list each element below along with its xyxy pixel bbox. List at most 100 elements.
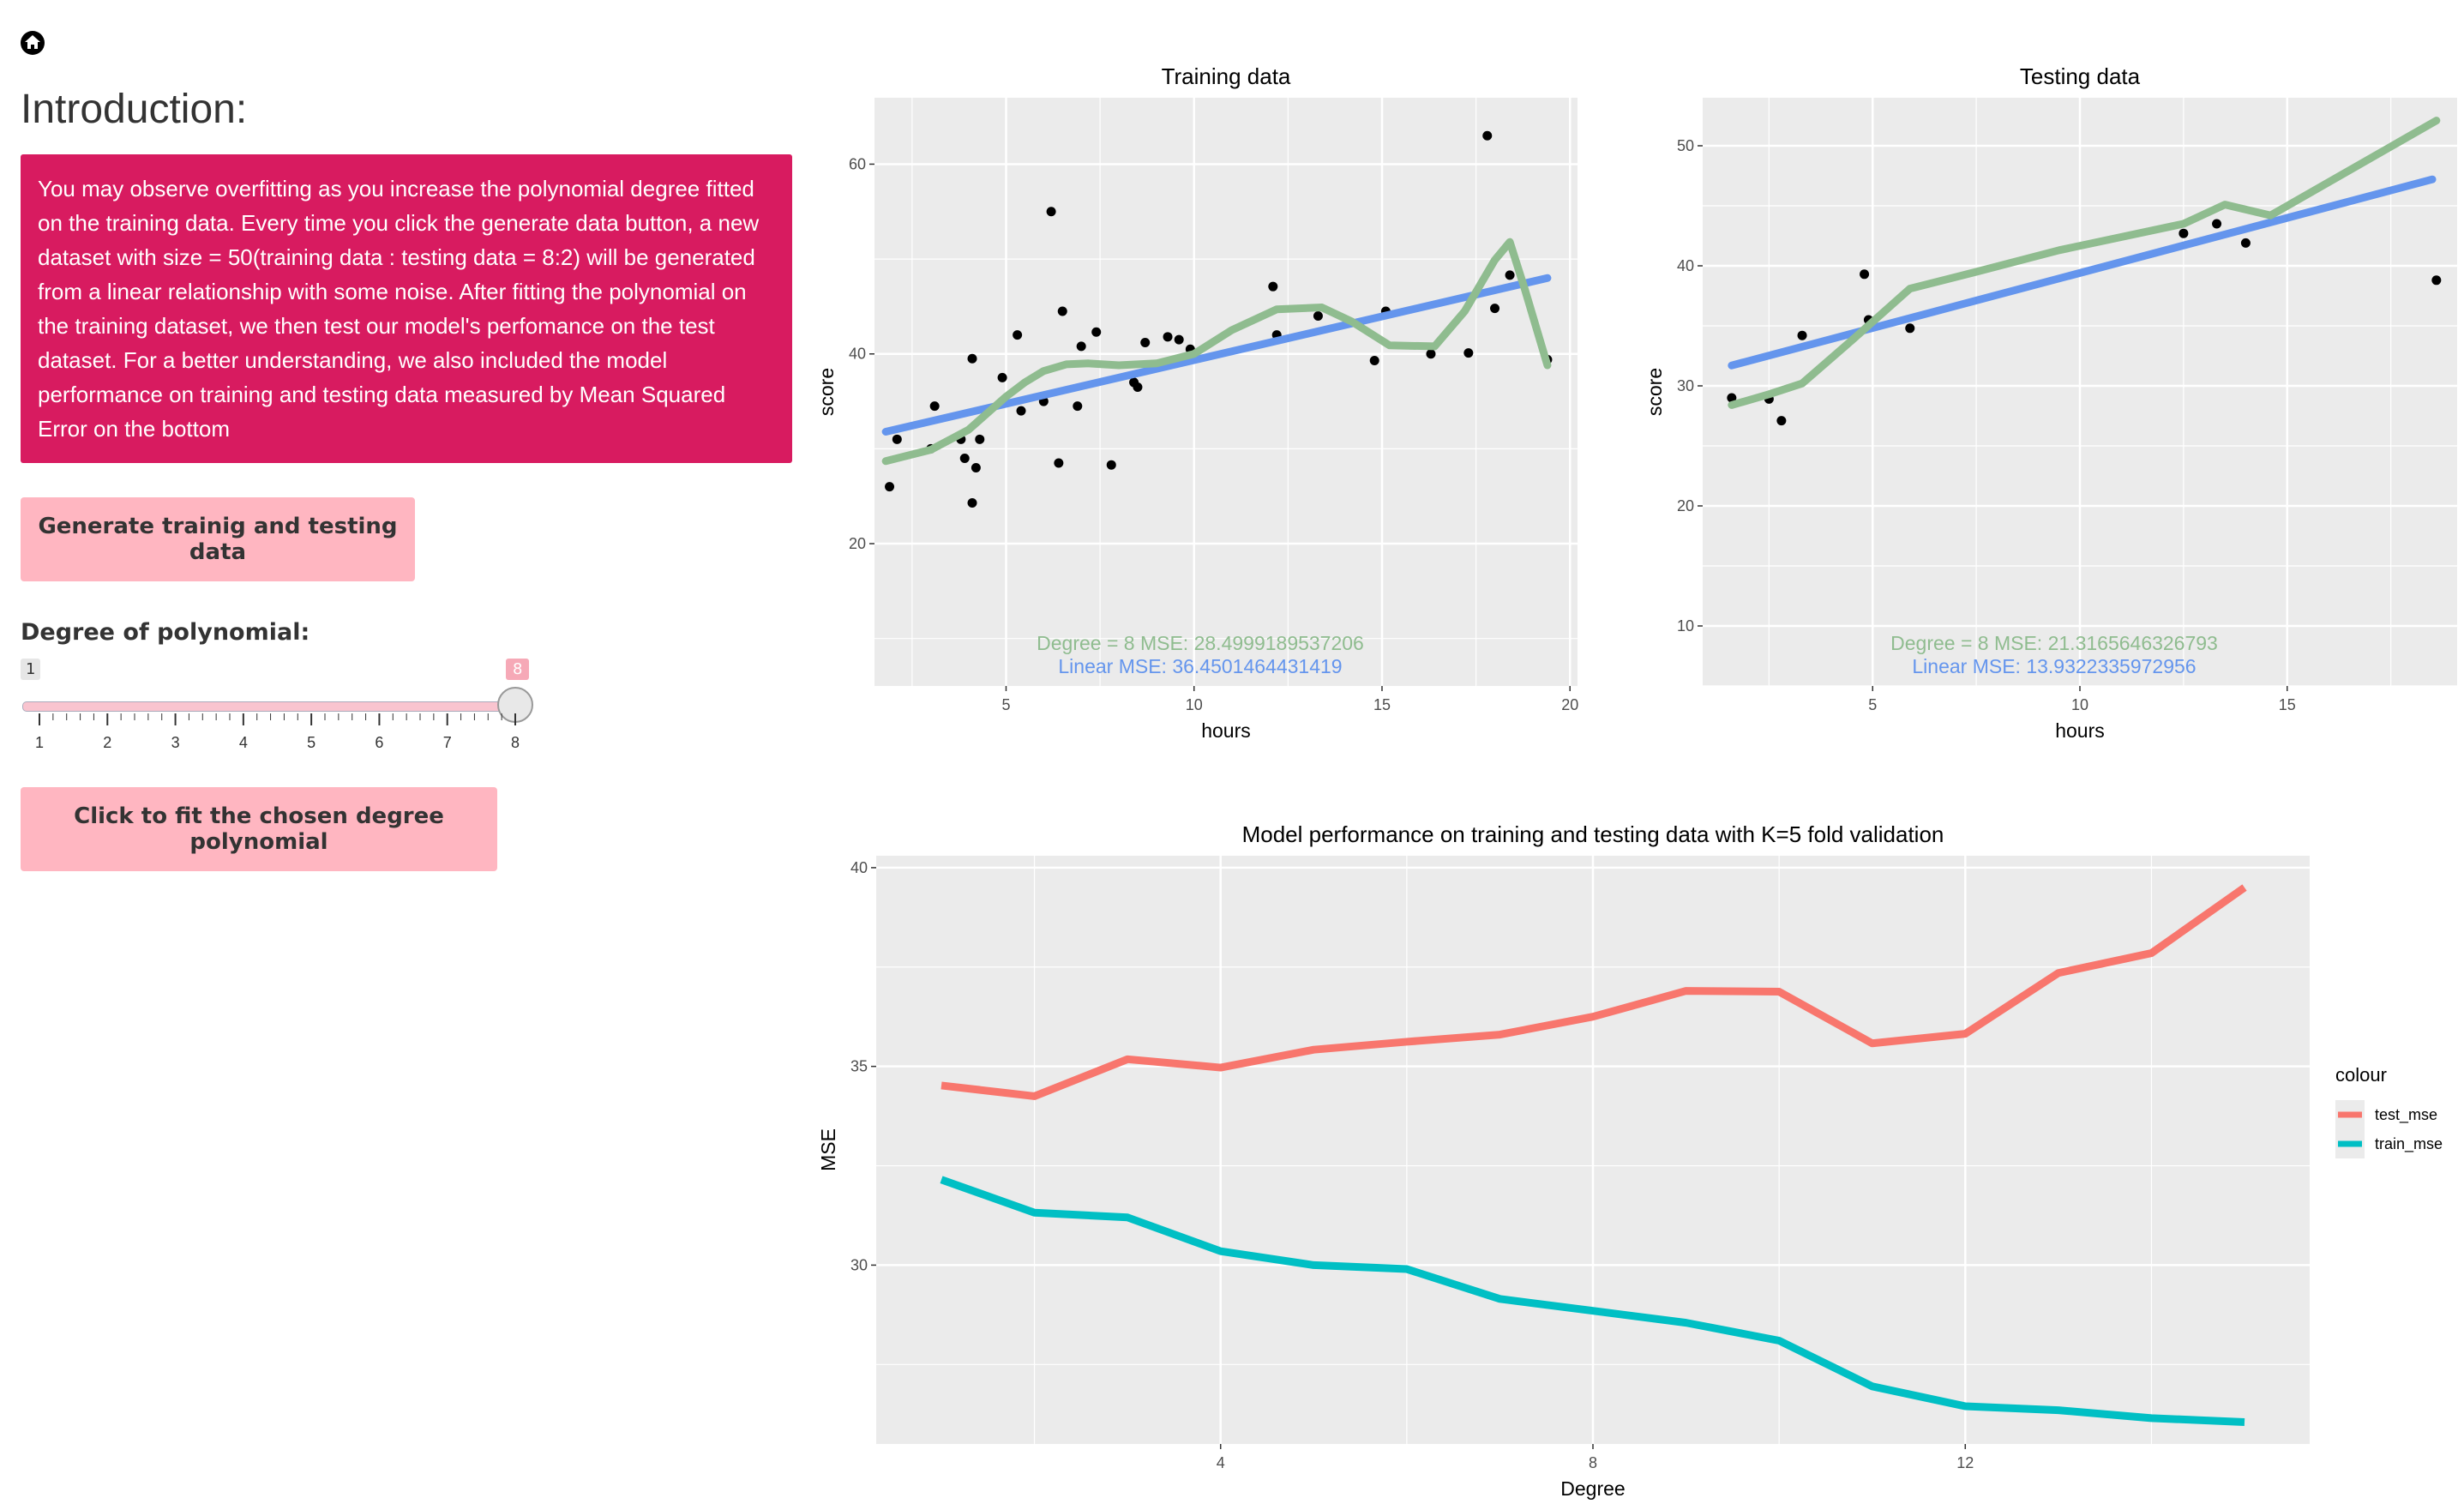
series-line-degree-8	[1728, 117, 2441, 409]
data-point	[1776, 416, 1787, 426]
data-point	[885, 482, 895, 492]
generate-data-button[interactable]: Generate trainig and testing data	[21, 497, 415, 581]
data-point	[1140, 337, 1151, 347]
slider-tick-label: 6	[375, 734, 383, 751]
x-axis-label: hours	[1201, 719, 1251, 742]
slider-tick-label: 5	[307, 734, 316, 751]
data-point	[1057, 306, 1067, 316]
x-tick-label: 20	[1561, 696, 1578, 713]
data-point	[1016, 406, 1026, 416]
data-point	[2179, 228, 2189, 238]
slider-tick-label: 7	[443, 734, 452, 751]
poly-mse-annotation: Degree = 8 MSE: 28.4999189537206	[1037, 632, 1364, 654]
chart-title: Model performance on training and testin…	[1242, 821, 1944, 847]
x-tick-label: 4	[1217, 1454, 1225, 1471]
home-icon[interactable]	[19, 29, 46, 57]
legend-title: colour	[2335, 1064, 2387, 1086]
data-point	[892, 434, 902, 444]
slider-tick-label: 3	[171, 734, 180, 751]
fit-polynomial-button[interactable]: Click to fit the chosen degree polynomia…	[21, 787, 497, 871]
intro-description: You may observe overfitting as you incre…	[21, 154, 792, 463]
series-line-train_mse	[940, 1176, 2245, 1427]
data-point	[1860, 269, 1870, 280]
page-title: Introduction:	[21, 87, 248, 132]
x-axis-label: Degree	[1560, 1477, 1625, 1500]
data-point	[967, 497, 977, 508]
y-axis-label: score	[815, 368, 838, 416]
data-point	[1268, 281, 1278, 292]
legend-label-train_mse: train_mse	[2375, 1135, 2443, 1153]
data-point	[2212, 219, 2222, 229]
slider-tick-label: 4	[239, 734, 248, 751]
plot-area	[940, 884, 2247, 1427]
x-tick-label: 10	[2071, 696, 2088, 713]
data-point	[1163, 332, 1173, 342]
data-point	[1313, 310, 1323, 321]
degree-slider-track[interactable]	[22, 701, 521, 712]
data-point	[1013, 330, 1023, 340]
y-tick-label: 30	[1677, 377, 1694, 394]
slider-tick-label: 2	[103, 734, 111, 751]
data-point	[1490, 304, 1500, 314]
data-point	[997, 372, 1007, 382]
y-tick-label: 40	[1677, 257, 1694, 274]
y-tick-label: 60	[849, 155, 866, 172]
data-point	[1133, 382, 1143, 392]
linear-mse-annotation: Linear MSE: 36.4501464431419	[1058, 655, 1342, 677]
poly-mse-annotation: Degree = 8 MSE: 21.3165646326793	[1890, 632, 2218, 654]
y-tick-label: 20	[849, 535, 866, 552]
data-point	[1505, 270, 1515, 280]
x-tick-label: 15	[1373, 696, 1391, 713]
y-tick-label: 20	[1677, 497, 1694, 514]
y-axis-label: MSE	[817, 1128, 839, 1171]
chart-title: Training data	[1162, 63, 1291, 89]
x-tick-label: 5	[1001, 696, 1010, 713]
slider-label: Degree of polynomial:	[21, 619, 310, 646]
data-point	[1426, 349, 1436, 359]
series-line-degree-8	[881, 238, 1552, 466]
x-tick-label: 10	[1186, 696, 1203, 713]
x-axis-label: hours	[2055, 719, 2105, 742]
slider-tick-label: 8	[511, 734, 520, 751]
series-line-test_mse	[941, 884, 2247, 1100]
mse-performance-chart: Model performance on training and testin…	[817, 821, 2443, 1500]
y-tick-label: 40	[849, 346, 866, 363]
data-point	[1369, 355, 1379, 365]
data-point	[959, 453, 970, 463]
data-point	[1076, 341, 1086, 352]
data-point	[1106, 460, 1116, 470]
y-tick-label: 10	[1677, 617, 1694, 635]
y-tick-label: 30	[850, 1256, 868, 1273]
plot-area	[1727, 117, 2442, 426]
x-tick-label: 12	[1956, 1454, 1974, 1471]
data-point	[1463, 348, 1474, 358]
legend-label-test_mse: test_mse	[2375, 1106, 2437, 1124]
data-point	[2431, 275, 2442, 286]
data-point	[1174, 334, 1184, 345]
data-point	[967, 353, 977, 364]
training-data-chart: Training data 5 10 15 20 20 40 60 hours score Degr…	[815, 63, 1578, 742]
y-axis-label: score	[1646, 368, 1666, 416]
slider-value-badge: 8	[506, 659, 530, 680]
x-tick-label: 15	[2279, 696, 2296, 713]
data-point	[1054, 458, 1064, 468]
series-line-linear	[1728, 175, 2437, 370]
linear-mse-annotation: Linear MSE: 13.9322335972956	[1912, 655, 2196, 677]
data-point	[975, 434, 985, 444]
data-point	[1482, 130, 1493, 141]
data-point	[1727, 393, 1737, 403]
data-point	[929, 401, 940, 412]
y-tick-label: 50	[1677, 137, 1694, 154]
slider-min-badge: 1	[21, 659, 41, 680]
x-tick-label: 5	[1868, 696, 1877, 713]
y-tick-label: 40	[850, 859, 868, 876]
data-point	[1091, 327, 1102, 337]
plot-panel	[874, 98, 1578, 686]
y-tick-label: 35	[850, 1058, 868, 1075]
plot-area	[881, 130, 1553, 508]
degree-slider-handle[interactable]	[497, 687, 533, 723]
data-point	[971, 463, 981, 473]
data-point	[1073, 401, 1083, 412]
data-point	[1046, 207, 1056, 217]
slider-tick-label: 1	[35, 734, 44, 751]
